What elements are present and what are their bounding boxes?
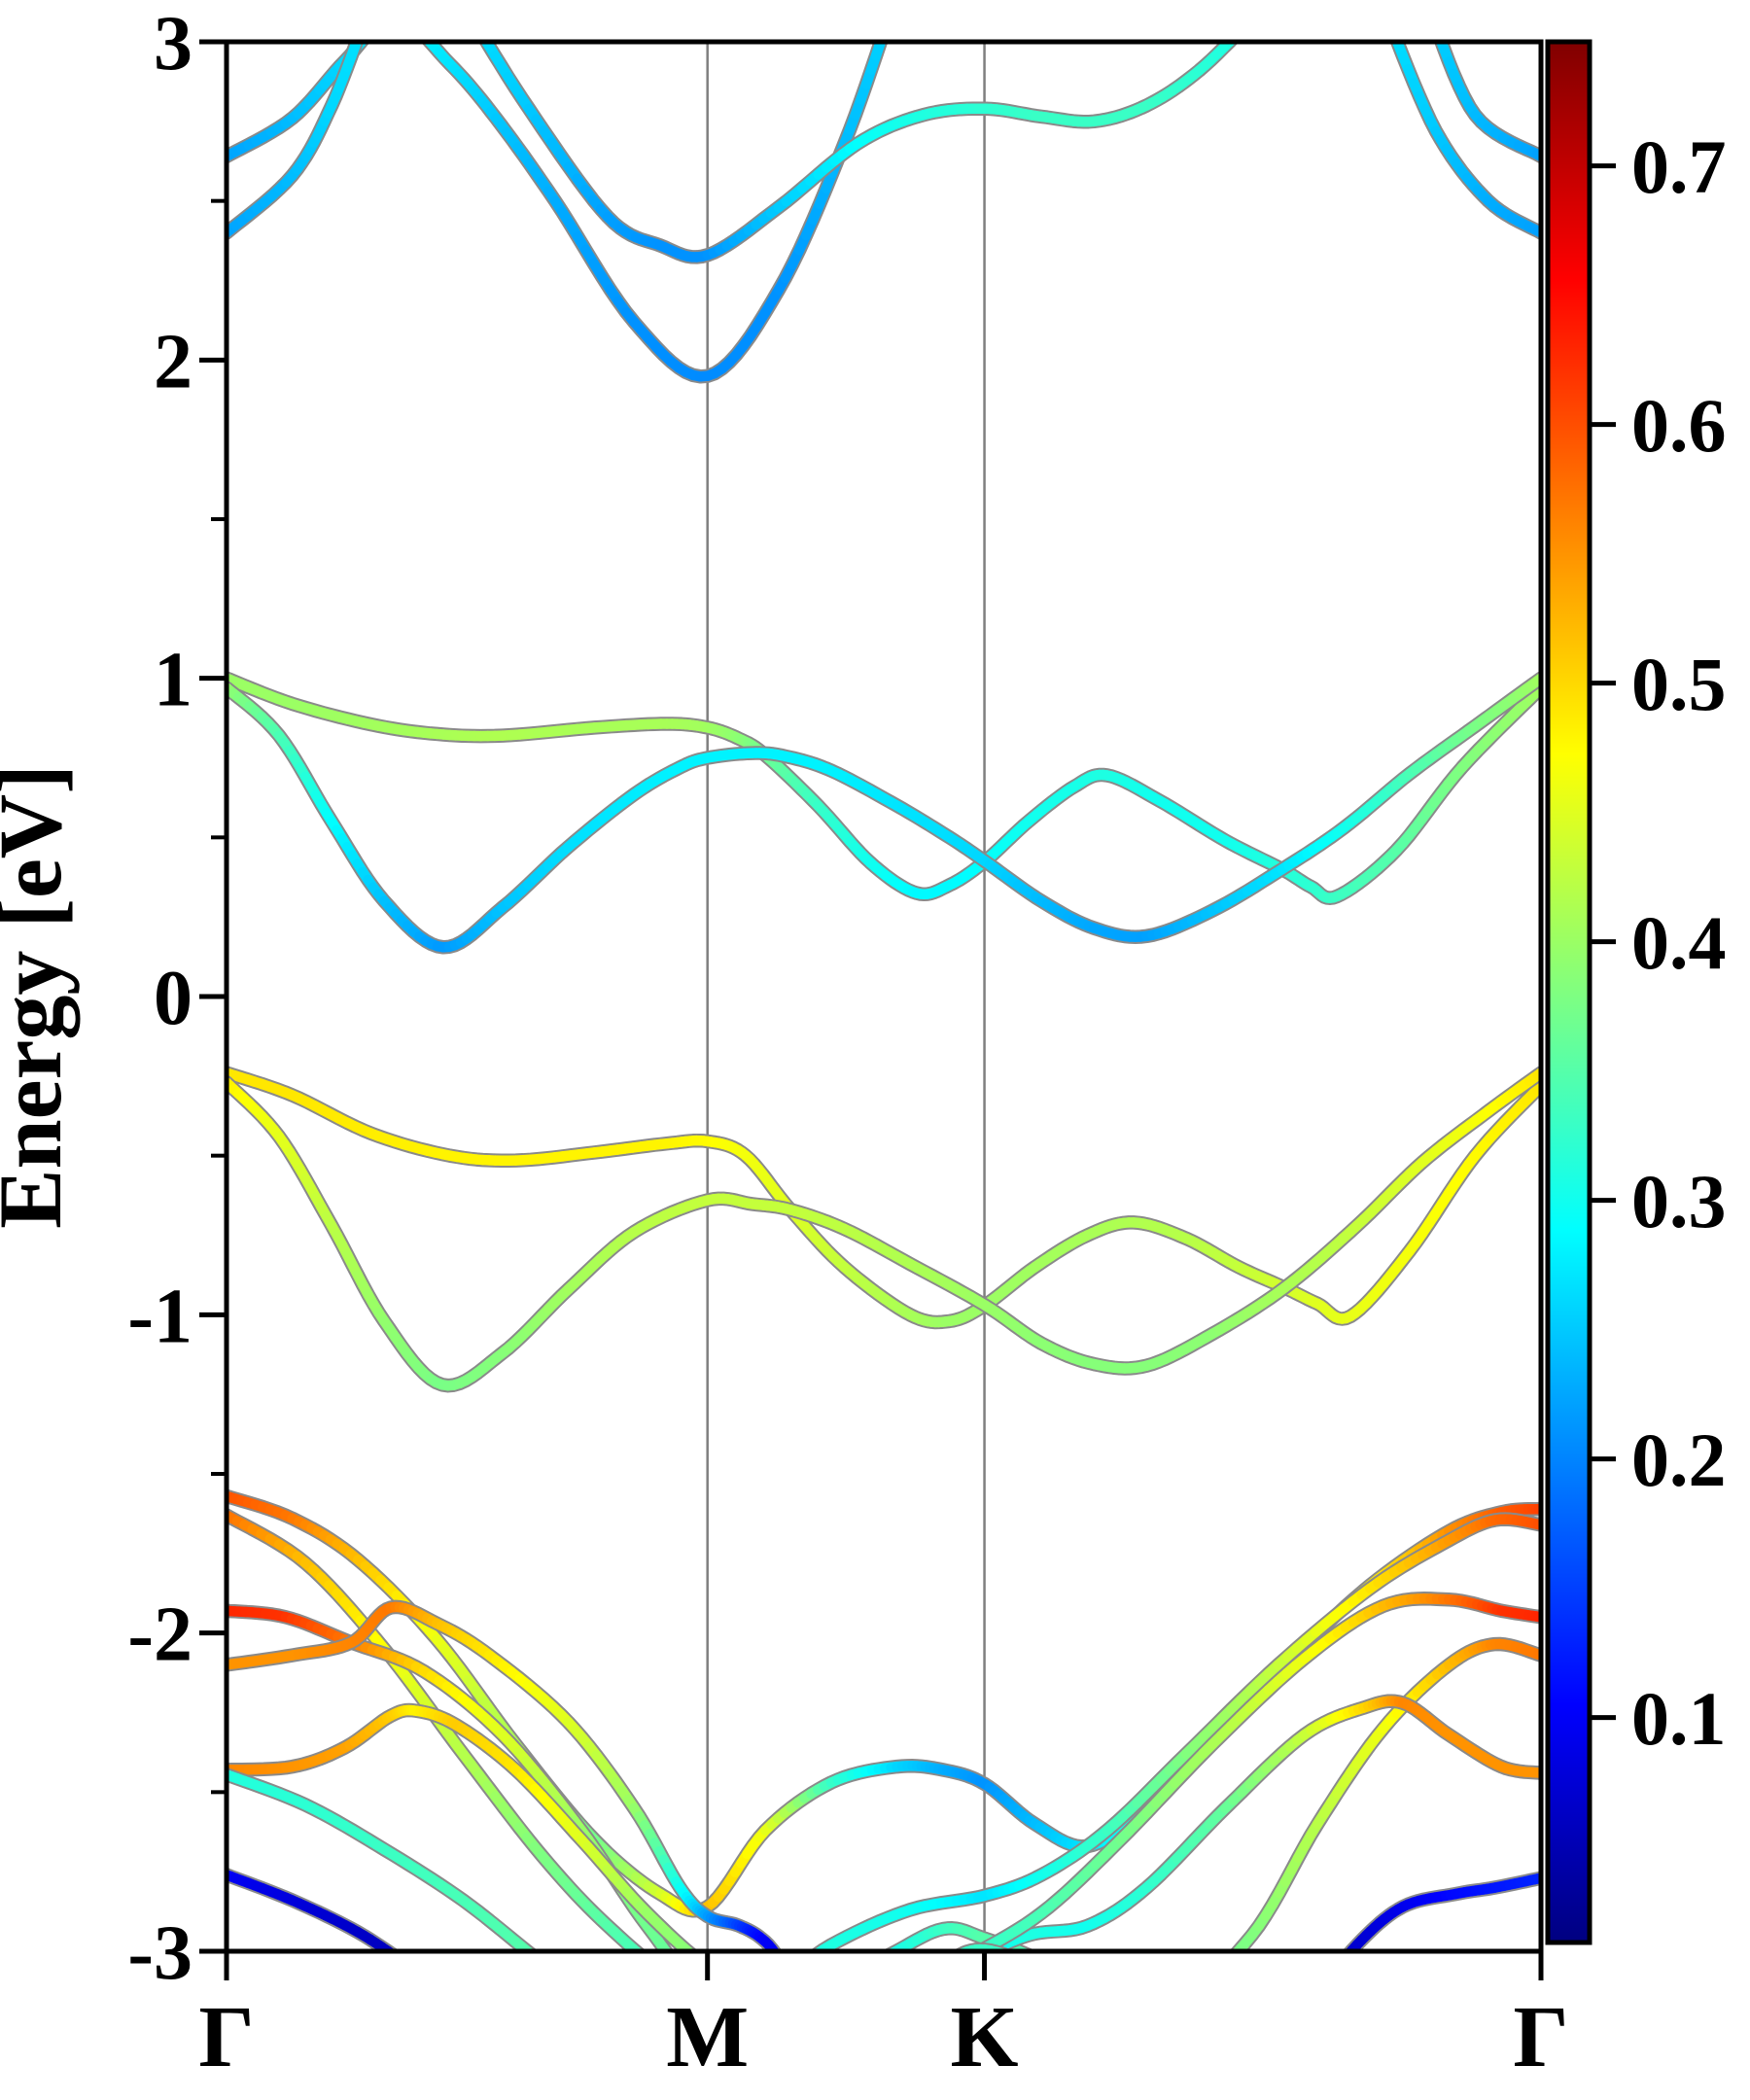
colorbar: 0.7 0.6 0.5 0.4 0.3 0.2 0.1 xyxy=(1545,39,1727,1945)
x-tick-label-1: M xyxy=(666,1989,749,2085)
band-deep-4 xyxy=(228,1599,1539,1949)
colorbar-ticks xyxy=(1590,163,1616,1721)
band-cond-mid-upper xyxy=(228,671,1539,905)
energy-bands xyxy=(228,44,1539,1949)
x-tick-label-3: Γ xyxy=(1513,1989,1568,2085)
axis-ticks xyxy=(199,39,1544,1980)
y-tick-label-2: 2 xyxy=(154,319,192,404)
gridlines xyxy=(706,42,986,1951)
band-deep-6-blue-left xyxy=(228,1868,398,1949)
colorbar-tick-label-0.3: 0.3 xyxy=(1631,1159,1727,1243)
y-tick-label--3: -3 xyxy=(127,1910,192,1996)
band-deep-2 xyxy=(228,1508,1539,1949)
band-deep-7-blue-right xyxy=(1343,1871,1539,1949)
band-valence-lower xyxy=(228,1066,1539,1393)
colorbar-tick-label-0.2: 0.2 xyxy=(1631,1418,1727,1502)
colorbar-tick-label-0.6: 0.6 xyxy=(1631,383,1727,468)
y-tick-label--1: -1 xyxy=(127,1274,192,1359)
x-tick-label-0: Γ xyxy=(198,1989,254,2085)
colorbar-gradient xyxy=(1548,42,1590,1942)
band-cond-upper-1b xyxy=(1434,44,1539,163)
y-tick-label-1: 1 xyxy=(154,638,192,723)
y-tick-labels: 3 2 1 0 -1 -2 -3 xyxy=(127,1,192,1996)
band-cond-upper-2a xyxy=(228,44,364,240)
colorbar-tick-label-0.7: 0.7 xyxy=(1631,124,1727,209)
band-deep-3 xyxy=(228,1603,1539,1949)
y-axis-label: Energy [eV] xyxy=(0,764,80,1229)
y-tick-label-0: 0 xyxy=(154,956,192,1041)
band-cond-upper-2c xyxy=(1390,44,1539,240)
y-tick-label--2: -2 xyxy=(127,1592,192,1678)
colorbar-tick-labels: 0.7 0.6 0.5 0.4 0.3 0.2 0.1 xyxy=(1631,124,1727,1761)
band-deep-5 xyxy=(228,1592,1539,1949)
colorbar-border xyxy=(1545,39,1592,1945)
band-cond-upper-2b xyxy=(479,44,1238,264)
y-tick-label-3: 3 xyxy=(154,1,192,87)
colorbar-tick-label-0.5: 0.5 xyxy=(1631,642,1727,726)
x-tick-label-2: K xyxy=(951,1989,1019,2085)
colorbar-tick-label-0.1: 0.1 xyxy=(1631,1676,1727,1761)
band-cond-mid-lower xyxy=(228,671,1539,955)
band-valence-upper xyxy=(228,1066,1539,1330)
colorbar-tick-label-0.4: 0.4 xyxy=(1631,900,1727,985)
band-deep-9-teal-diag xyxy=(228,1768,537,1949)
